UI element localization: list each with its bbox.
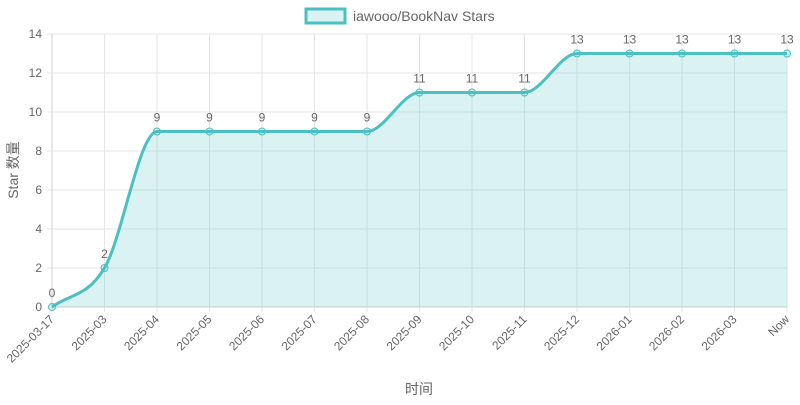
data-point <box>153 127 161 136</box>
data-label: 13 <box>623 33 637 47</box>
y-tick-label: 4 <box>35 222 42 236</box>
data-point <box>678 49 686 58</box>
y-tick-label: 6 <box>35 183 42 197</box>
data-label: 9 <box>206 111 213 125</box>
series-area-fill <box>52 53 787 307</box>
x-tick-label: 2025-11 <box>489 312 530 353</box>
data-label: 9 <box>154 111 161 125</box>
x-tick-label: 2026-03 <box>699 312 740 353</box>
x-tick-label: 2026-02 <box>646 312 687 353</box>
data-point <box>415 88 424 97</box>
y-tick-label: 12 <box>29 66 43 80</box>
x-tick-label: 2025-08 <box>331 312 372 353</box>
y-tick-label: 8 <box>35 144 42 158</box>
data-point <box>783 49 791 58</box>
data-label: 9 <box>364 111 371 125</box>
data-label: 13 <box>675 33 689 47</box>
data-point <box>730 49 739 58</box>
y-tick-label: 14 <box>29 27 43 41</box>
legend-swatch <box>304 7 347 25</box>
data-label: 13 <box>780 33 794 47</box>
data-point <box>468 88 476 97</box>
x-tick-label: 2025-10 <box>436 312 477 353</box>
legend[interactable]: iawooo/BookNav Stars <box>304 7 495 25</box>
data-label: 13 <box>570 33 584 47</box>
data-point <box>48 303 56 311</box>
data-point <box>625 49 634 58</box>
data-label: 11 <box>413 72 426 86</box>
grid <box>47 33 788 312</box>
data-point <box>520 88 529 97</box>
data-label: 9 <box>259 111 266 125</box>
x-tick-label: 2025-04 <box>121 312 162 353</box>
y-axis-ticks: 0 2 4 6 8 10 12 14 <box>29 27 43 314</box>
data-point <box>205 127 214 136</box>
data-point <box>258 127 266 136</box>
data-label: 9 <box>311 111 318 125</box>
series-line <box>51 52 787 309</box>
data-point <box>100 264 109 272</box>
data-label: 11 <box>518 72 531 86</box>
x-tick-label: 2025-05 <box>174 312 215 353</box>
data-point <box>310 127 319 136</box>
legend-label: iawooo/BookNav Stars <box>353 8 495 24</box>
y-tick-label: 0 <box>35 300 42 314</box>
x-tick-label: 2025-12 <box>541 312 582 353</box>
x-tick-label: 2025-09 <box>384 312 425 353</box>
data-point <box>573 49 581 58</box>
x-axis-title: 时间 <box>405 381 433 397</box>
x-tick-label: 2025-03-17 <box>4 312 58 366</box>
x-tick-label: 2025-07 <box>279 312 320 353</box>
data-label: 0 <box>49 286 56 300</box>
data-label: 2 <box>101 247 108 261</box>
y-axis-title: Star 数量 <box>5 141 21 199</box>
x-tick-label: Now <box>765 312 792 339</box>
x-tick-label: 2025-03 <box>69 312 110 353</box>
data-labels: 0 2 9 9 9 9 9 11 11 11 13 13 13 13 13 <box>49 33 794 301</box>
x-tick-label: 2026-01 <box>594 312 635 353</box>
data-label: 13 <box>728 33 742 47</box>
y-tick-label: 10 <box>29 105 43 119</box>
data-points <box>48 49 791 311</box>
data-label: 11 <box>466 72 479 86</box>
x-axis-ticks: 2025-03-17 2025-03 2025-04 2025-05 2025-06 20… <box>4 312 793 366</box>
x-tick-label: 2025-06 <box>226 312 267 353</box>
y-tick-label: 2 <box>35 261 42 275</box>
data-point <box>363 127 371 136</box>
